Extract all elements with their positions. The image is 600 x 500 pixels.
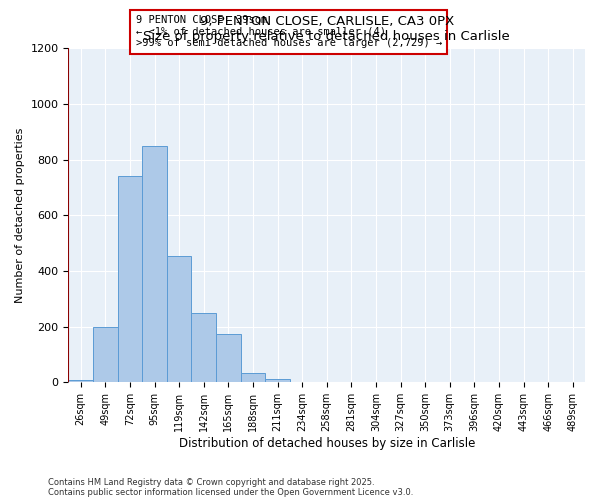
Bar [167,256,191,382]
X-axis label: Distribution of detached houses by size in Carlisle: Distribution of detached houses by size … [179,437,475,450]
Title: 9, PENTON CLOSE, CARLISLE, CA3 0PX
Size of property relative to detached houses : 9, PENTON CLOSE, CARLISLE, CA3 0PX Size … [143,15,510,43]
Bar [265,379,290,382]
Bar [191,314,216,382]
Bar [68,380,93,382]
Bar [216,334,241,382]
Y-axis label: Number of detached properties: Number of detached properties [15,128,25,303]
Text: 9 PENTON CLOSE: 39sqm
← <1% of detached houses are smaller (4)
>99% of semi-deta: 9 PENTON CLOSE: 39sqm ← <1% of detached … [136,15,442,48]
Text: Contains HM Land Registry data © Crown copyright and database right 2025.
Contai: Contains HM Land Registry data © Crown c… [48,478,413,497]
Bar [118,176,142,382]
Bar [93,326,118,382]
Bar [142,146,167,382]
Bar [241,374,265,382]
